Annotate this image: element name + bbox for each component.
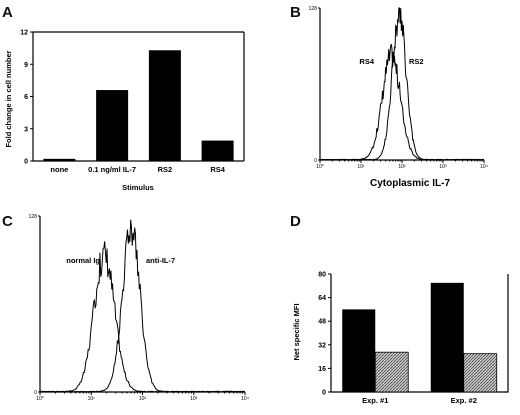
panel-c-y-tick-label: 128 (29, 214, 38, 220)
panel-b-x-tick-label: 10³ (439, 164, 447, 170)
panel-d-bar-chart: D Net specific MFI 0 16 32 48 64 80 Exp. #1 Exp… (290, 213, 509, 405)
panel-b-series-label: RS4 (359, 57, 374, 66)
panel-d-bar-hatched (463, 353, 498, 393)
panel-d-bar-solid (430, 282, 464, 392)
panel-d-y-tick-label: 0 (322, 390, 326, 397)
panel-b-x-tick-label: 10⁰ (316, 164, 324, 170)
panel-a-y-tick-label: 12 (20, 30, 28, 37)
panel-b-series-curve (319, 43, 485, 161)
panel-b-x-tick-label: 10² (398, 164, 406, 170)
panel-d-bar-solid (342, 309, 376, 392)
panel-a-category-label: 0.1 ng/ml IL-7 (88, 165, 136, 174)
panel-a-bar (96, 90, 129, 161)
panel-a-y-tick-label: 0 (24, 159, 28, 166)
panel-c-x-tick-label: 10⁰ (36, 396, 44, 402)
panel-a-bar (43, 158, 76, 161)
panel-d-letter: D (290, 213, 301, 230)
panel-a-y-tick-label: 6 (24, 94, 28, 101)
panel-a-x-axis-title: Stimulus (122, 183, 154, 192)
panel-b-x-tick-label: 10¹ (357, 164, 365, 170)
panel-b-letter: B (290, 4, 301, 21)
panel-a-bar (201, 140, 234, 161)
panel-c-histogram: C 10⁰ 10¹ 10² 10³ 10⁴ 0 128 normal Ig anti-IL-7 (2, 213, 249, 402)
panel-d-category-label: Exp. #1 (362, 396, 388, 405)
panel-c-x-tick-label: 10¹ (88, 396, 96, 402)
panel-d-category-label: Exp. #2 (451, 396, 477, 405)
panel-c-series-label: normal Ig (66, 256, 100, 265)
panel-c-x-tick-label: 10⁴ (241, 396, 249, 402)
panel-d-bar-hatched (374, 351, 409, 393)
panel-a-y-tick-label: 3 (24, 126, 28, 133)
panel-c-x-tick-label: 10³ (190, 396, 198, 402)
panel-b-x-axis-title: Cytoplasmic IL-7 (370, 178, 450, 189)
panel-d-y-tick-label: 32 (318, 342, 326, 349)
panel-b-series-curve (319, 7, 485, 161)
panel-b-histogram: B Cytoplasmic IL-7 10⁰ 10¹ 10² 10³ 10⁴ 0 128 RS… (290, 4, 488, 189)
panel-c-x-tick-label: 10² (139, 396, 147, 402)
panel-d-axes (330, 274, 509, 393)
panel-d-y-tick-label: 80 (318, 272, 326, 279)
panel-c-series-label: anti-IL-7 (146, 256, 175, 265)
panel-d-y-axis-title: Net specific MFI (292, 303, 301, 360)
panel-a-bar-chart: A Fold change in cell number Stimulus 0 3… (2, 4, 245, 192)
panel-d-y-tick-label: 16 (318, 366, 326, 373)
panel-a-y-tick-label: 9 (24, 62, 28, 69)
panel-b-y-tick-label: 0 (314, 158, 317, 164)
panel-c-y-tick-label: 0 (34, 390, 37, 396)
panel-b-y-tick-label: 128 (309, 6, 318, 12)
panel-c-letter: C (2, 213, 13, 230)
panel-c-series-curve (39, 219, 246, 393)
panel-a-letter: A (2, 4, 13, 21)
panel-a-bar (148, 50, 181, 161)
panel-a-category-label: RS2 (158, 165, 173, 174)
panel-b-x-tick-label: 10⁴ (480, 164, 488, 170)
panel-a-y-axis-title: Fold change in cell number (4, 50, 13, 147)
panel-d-y-tick-label: 64 (318, 295, 326, 302)
panel-b-series-label: RS2 (409, 57, 424, 66)
panel-a-category-label: RS4 (210, 165, 225, 174)
panel-a-category-label: none (50, 165, 68, 174)
panel-c-axes (39, 216, 245, 393)
panel-d-y-tick-label: 48 (318, 319, 326, 326)
